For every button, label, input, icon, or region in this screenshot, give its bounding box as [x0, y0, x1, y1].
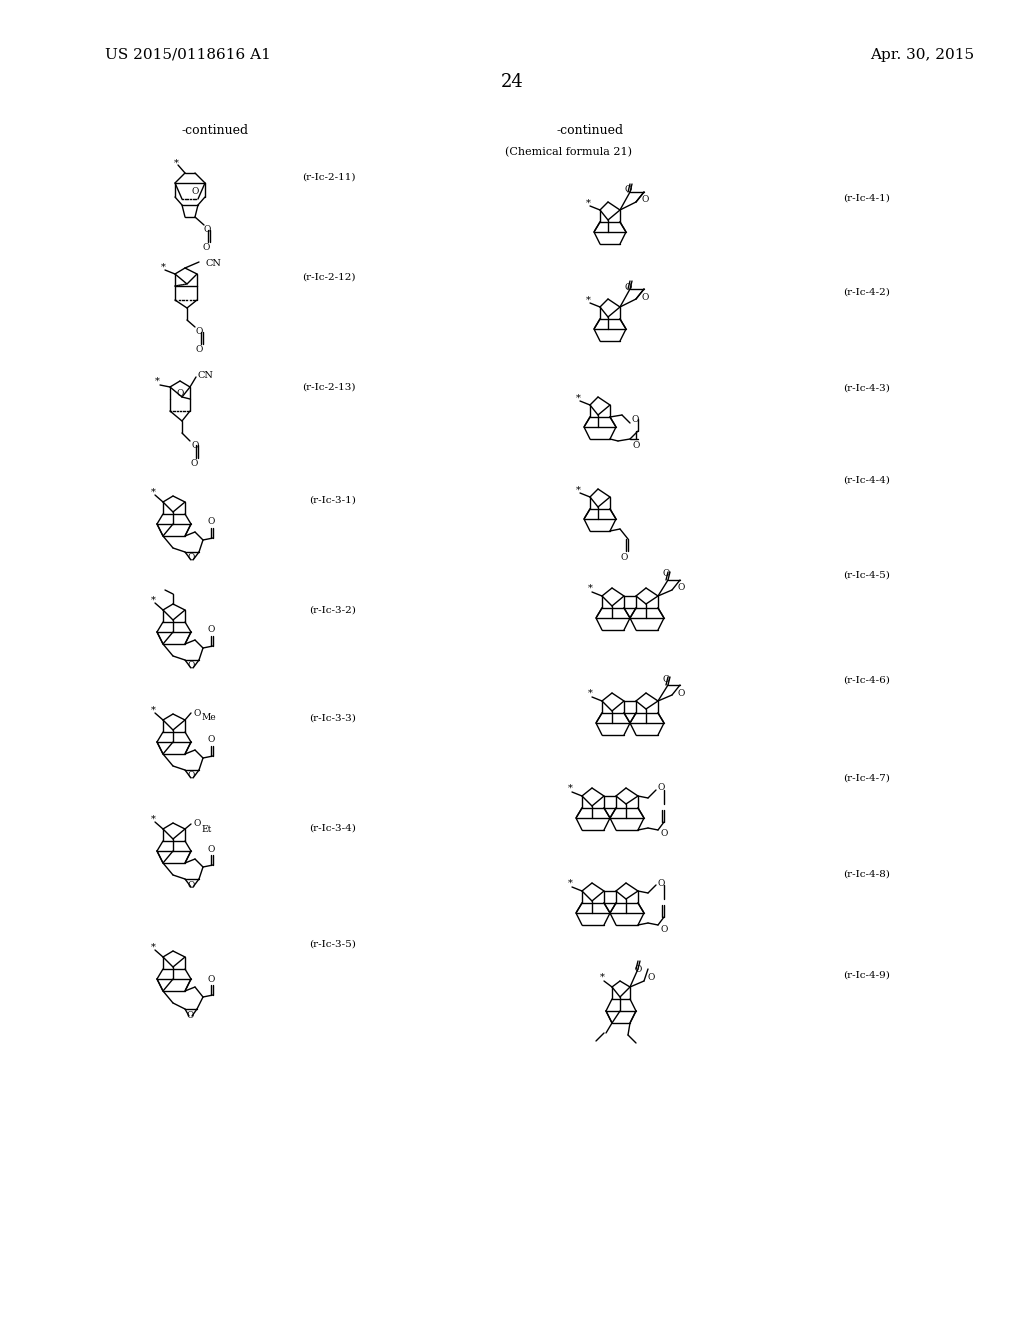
Text: *: * — [161, 263, 166, 272]
Text: (Chemical formula 21): (Chemical formula 21) — [505, 147, 632, 157]
Text: (r-Ic-4-2): (r-Ic-4-2) — [843, 288, 890, 297]
Text: O: O — [176, 388, 183, 397]
Text: (r-Ic-3-5): (r-Ic-3-5) — [309, 940, 356, 949]
Text: O: O — [193, 820, 201, 829]
Text: CN: CN — [198, 371, 214, 380]
Text: *: * — [586, 296, 591, 305]
Text: (r-Ic-4-8): (r-Ic-4-8) — [843, 870, 890, 879]
Text: O: O — [660, 829, 668, 838]
Text: *: * — [151, 705, 156, 714]
Text: (r-Ic-2-11): (r-Ic-2-11) — [302, 173, 356, 181]
Text: O: O — [678, 583, 685, 593]
Text: (r-Ic-3-3): (r-Ic-3-3) — [309, 714, 356, 722]
Text: *: * — [600, 973, 604, 982]
Text: O: O — [632, 441, 640, 450]
Text: O: O — [207, 974, 215, 983]
Text: *: * — [575, 393, 581, 403]
Text: O: O — [204, 226, 211, 235]
Text: O: O — [660, 924, 668, 933]
Text: *: * — [586, 198, 591, 207]
Text: O: O — [632, 414, 639, 424]
Text: O: O — [642, 195, 649, 205]
Text: CN: CN — [205, 260, 221, 268]
Text: O: O — [187, 771, 195, 780]
Text: Et: Et — [201, 825, 211, 833]
Text: O: O — [190, 459, 198, 469]
Text: O: O — [625, 186, 632, 194]
Text: O: O — [196, 327, 204, 337]
Text: -continued: -continued — [181, 124, 249, 136]
Text: (r-Ic-4-7): (r-Ic-4-7) — [843, 774, 890, 783]
Text: O: O — [634, 965, 642, 974]
Text: (r-Ic-3-4): (r-Ic-3-4) — [309, 824, 356, 833]
Text: O: O — [193, 709, 201, 718]
Text: O: O — [207, 626, 215, 635]
Text: *: * — [588, 689, 593, 697]
Text: *: * — [575, 486, 581, 495]
Text: -continued: -continued — [556, 124, 624, 136]
Text: O: O — [207, 735, 215, 744]
Text: (r-Ic-2-13): (r-Ic-2-13) — [302, 383, 356, 392]
Text: O: O — [625, 282, 632, 292]
Text: *: * — [151, 487, 156, 496]
Text: (r-Ic-3-2): (r-Ic-3-2) — [309, 606, 356, 615]
Text: *: * — [567, 784, 572, 792]
Text: O: O — [193, 441, 200, 450]
Text: O: O — [658, 784, 666, 792]
Text: O: O — [186, 1011, 194, 1019]
Text: 24: 24 — [501, 73, 523, 91]
Text: *: * — [155, 376, 160, 385]
Text: *: * — [567, 879, 572, 887]
Text: O: O — [678, 689, 685, 697]
Text: *: * — [151, 814, 156, 824]
Text: (r-Ic-4-4): (r-Ic-4-4) — [843, 475, 890, 484]
Text: (r-Ic-4-6): (r-Ic-4-6) — [843, 676, 890, 685]
Text: O: O — [663, 569, 670, 578]
Text: *: * — [151, 595, 156, 605]
Text: (r-Ic-4-9): (r-Ic-4-9) — [843, 970, 890, 979]
Text: O: O — [642, 293, 649, 301]
Text: Me: Me — [201, 714, 216, 722]
Text: O: O — [663, 675, 670, 684]
Text: (r-Ic-4-3): (r-Ic-4-3) — [843, 384, 890, 392]
Text: O: O — [207, 845, 215, 854]
Text: Apr. 30, 2015: Apr. 30, 2015 — [870, 48, 974, 62]
Text: (r-Ic-3-1): (r-Ic-3-1) — [309, 495, 356, 504]
Text: O: O — [207, 517, 215, 527]
Text: O: O — [187, 661, 195, 671]
Text: *: * — [588, 583, 593, 593]
Text: O: O — [648, 973, 655, 982]
Text: (r-Ic-4-5): (r-Ic-4-5) — [843, 570, 890, 579]
Text: (r-Ic-4-1): (r-Ic-4-1) — [843, 194, 890, 202]
Text: US 2015/0118616 A1: US 2015/0118616 A1 — [105, 48, 271, 62]
Text: *: * — [173, 158, 178, 168]
Text: O: O — [187, 553, 195, 562]
Text: O: O — [203, 243, 210, 252]
Text: O: O — [191, 186, 199, 195]
Text: O: O — [196, 346, 203, 355]
Text: *: * — [151, 942, 156, 952]
Text: O: O — [187, 880, 195, 890]
Text: O: O — [658, 879, 666, 887]
Text: O: O — [621, 553, 628, 561]
Text: (r-Ic-2-12): (r-Ic-2-12) — [302, 272, 356, 281]
